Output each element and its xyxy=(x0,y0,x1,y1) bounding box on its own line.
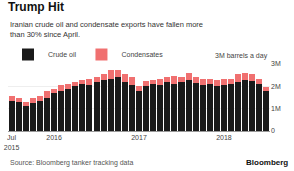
svg-text:Crude oil: Crude oil xyxy=(48,51,76,58)
svg-text:2017: 2017 xyxy=(131,134,147,141)
svg-text:2M: 2M xyxy=(271,83,281,90)
svg-text:Jul2015: Jul2015 xyxy=(4,134,20,150)
svg-text:Iranian crude oil and condensa: Iranian crude oil and condensate exports… xyxy=(10,20,203,39)
svg-text:2018: 2018 xyxy=(216,134,232,141)
svg-text:3M barrels a day: 3M barrels a day xyxy=(215,52,268,60)
svg-text:0: 0 xyxy=(271,127,275,134)
svg-text:Source: Bloomberg tanker track: Source: Bloomberg tanker tracking data xyxy=(10,159,133,167)
svg-text:1M: 1M xyxy=(271,105,281,112)
svg-text:3M: 3M xyxy=(271,60,281,67)
svg-text:Bloomberg: Bloomberg xyxy=(246,158,288,167)
svg-text:Condensates: Condensates xyxy=(121,51,163,58)
svg-text:Trump Hit: Trump Hit xyxy=(8,0,64,14)
svg-text:2016: 2016 xyxy=(46,134,62,141)
